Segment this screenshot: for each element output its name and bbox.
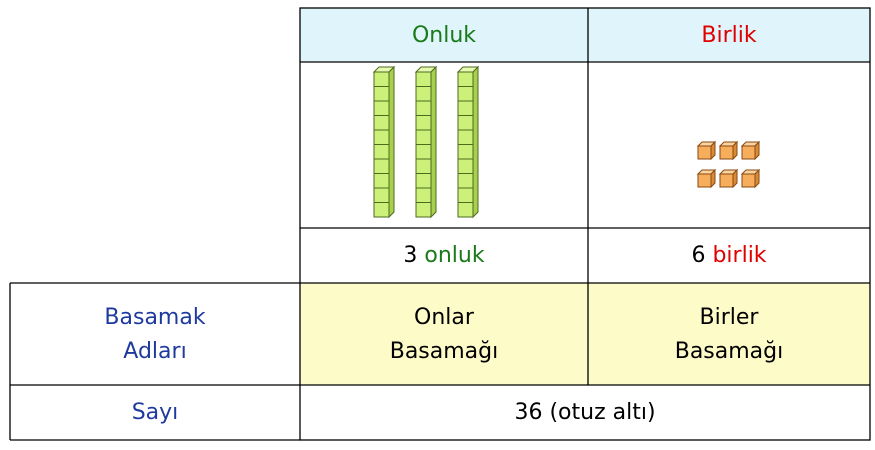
cube-front <box>719 173 734 188</box>
unit-cell <box>457 100 474 116</box>
cube-front <box>697 145 712 160</box>
unit-cubes <box>696 140 761 189</box>
count: 3 <box>403 243 417 268</box>
unit-cell <box>415 187 432 203</box>
unit-cell <box>415 144 432 160</box>
cell: Onlar <box>414 305 475 330</box>
unit-cell <box>415 71 432 87</box>
header-bg <box>300 8 870 62</box>
unit-cell <box>415 202 432 218</box>
row-label: Adları <box>123 339 186 364</box>
unit-cell <box>457 158 474 174</box>
unit-cell <box>457 187 474 203</box>
unit-cell <box>457 115 474 131</box>
unit-cell <box>415 100 432 116</box>
unit-cell <box>373 100 390 116</box>
cube-front <box>697 173 712 188</box>
unit-cell <box>373 202 390 218</box>
unit: onluk <box>424 243 484 268</box>
unit-cell <box>415 158 432 174</box>
unit-cell <box>373 86 390 102</box>
unit-cell <box>373 187 390 203</box>
header-birlik: Birlik <box>701 23 756 48</box>
cube-front <box>741 173 756 188</box>
tens-rods <box>372 65 480 219</box>
cell: Birler <box>700 305 760 330</box>
number-value: 36 (otuz altı) <box>514 400 655 425</box>
ones-count: 6 birlik <box>691 243 766 268</box>
unit: birlik <box>712 243 766 268</box>
unit-cell <box>373 144 390 160</box>
unit-cell <box>457 202 474 218</box>
unit-cell <box>373 115 390 131</box>
cell: Basamağı <box>390 339 499 364</box>
rod-side <box>388 65 395 219</box>
unit-cell <box>415 86 432 102</box>
rod-side <box>430 65 437 219</box>
names-bg <box>300 283 870 385</box>
unit-cell <box>457 129 474 145</box>
grid <box>9 7 871 441</box>
tens-count: 3 onluk <box>403 243 484 268</box>
unit-cell <box>373 71 390 87</box>
unit-cell <box>373 129 390 145</box>
rod-side <box>472 65 479 219</box>
unit-cell <box>457 86 474 102</box>
unit-cell <box>415 173 432 189</box>
cube-front <box>719 145 734 160</box>
row-label: Basamak <box>104 305 205 330</box>
header-onluk: Onluk <box>412 23 476 48</box>
unit-cell <box>373 173 390 189</box>
cube-front <box>741 145 756 160</box>
unit-cell <box>457 173 474 189</box>
unit-cell <box>415 115 432 131</box>
count: 6 <box>691 243 705 268</box>
unit-cell <box>457 71 474 87</box>
unit-cell <box>415 129 432 145</box>
unit-cell <box>457 144 474 160</box>
row-label: Sayı <box>132 400 179 425</box>
unit-cell <box>373 158 390 174</box>
cell: Basamağı <box>675 339 784 364</box>
